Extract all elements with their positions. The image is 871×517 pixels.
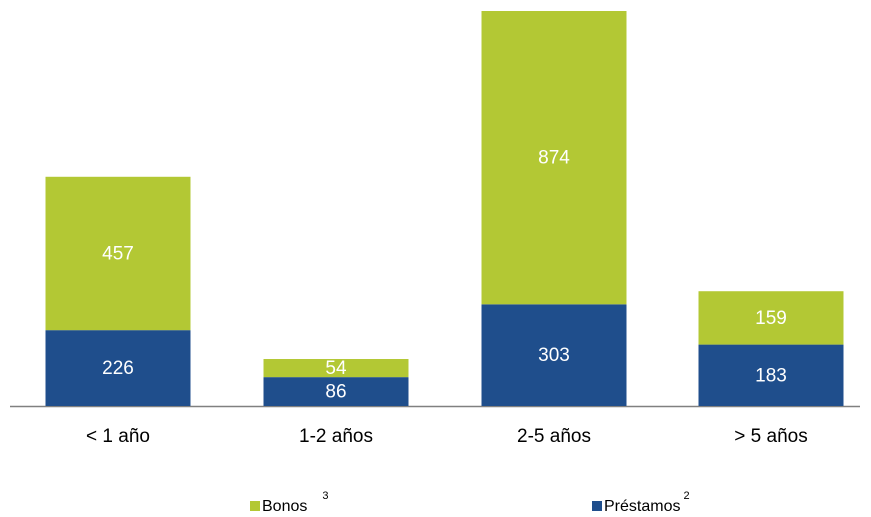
bar-segment xyxy=(45,330,191,406)
x-tick-label: > 5 años xyxy=(734,426,807,447)
legend-label: Bonos xyxy=(262,498,307,515)
data-label: 457 xyxy=(102,243,134,264)
bar-segment xyxy=(263,377,409,406)
data-label: 874 xyxy=(538,148,570,169)
legend-label: Préstamos xyxy=(604,498,680,515)
legend-swatch xyxy=(592,501,602,511)
bar-segment xyxy=(481,11,627,305)
bar-segment xyxy=(698,291,844,345)
data-label: 303 xyxy=(538,345,570,366)
data-label: 226 xyxy=(102,358,134,379)
data-label: 54 xyxy=(325,358,347,379)
bar-segment xyxy=(481,304,627,406)
legend-footnote: 2 xyxy=(683,490,689,502)
bar-segment xyxy=(263,359,409,378)
legend-footnote: 3 xyxy=(322,490,328,502)
bar-segment xyxy=(45,176,191,331)
legend-swatch xyxy=(250,501,260,511)
data-label: 159 xyxy=(755,308,787,329)
data-label: 183 xyxy=(755,365,787,386)
data-label: 86 xyxy=(325,382,346,403)
x-tick-label: < 1 año xyxy=(86,426,150,447)
x-tick-label: 2-5 años xyxy=(517,426,591,447)
x-tick-label: 1-2 años xyxy=(299,426,373,447)
bar-segment xyxy=(698,344,844,406)
